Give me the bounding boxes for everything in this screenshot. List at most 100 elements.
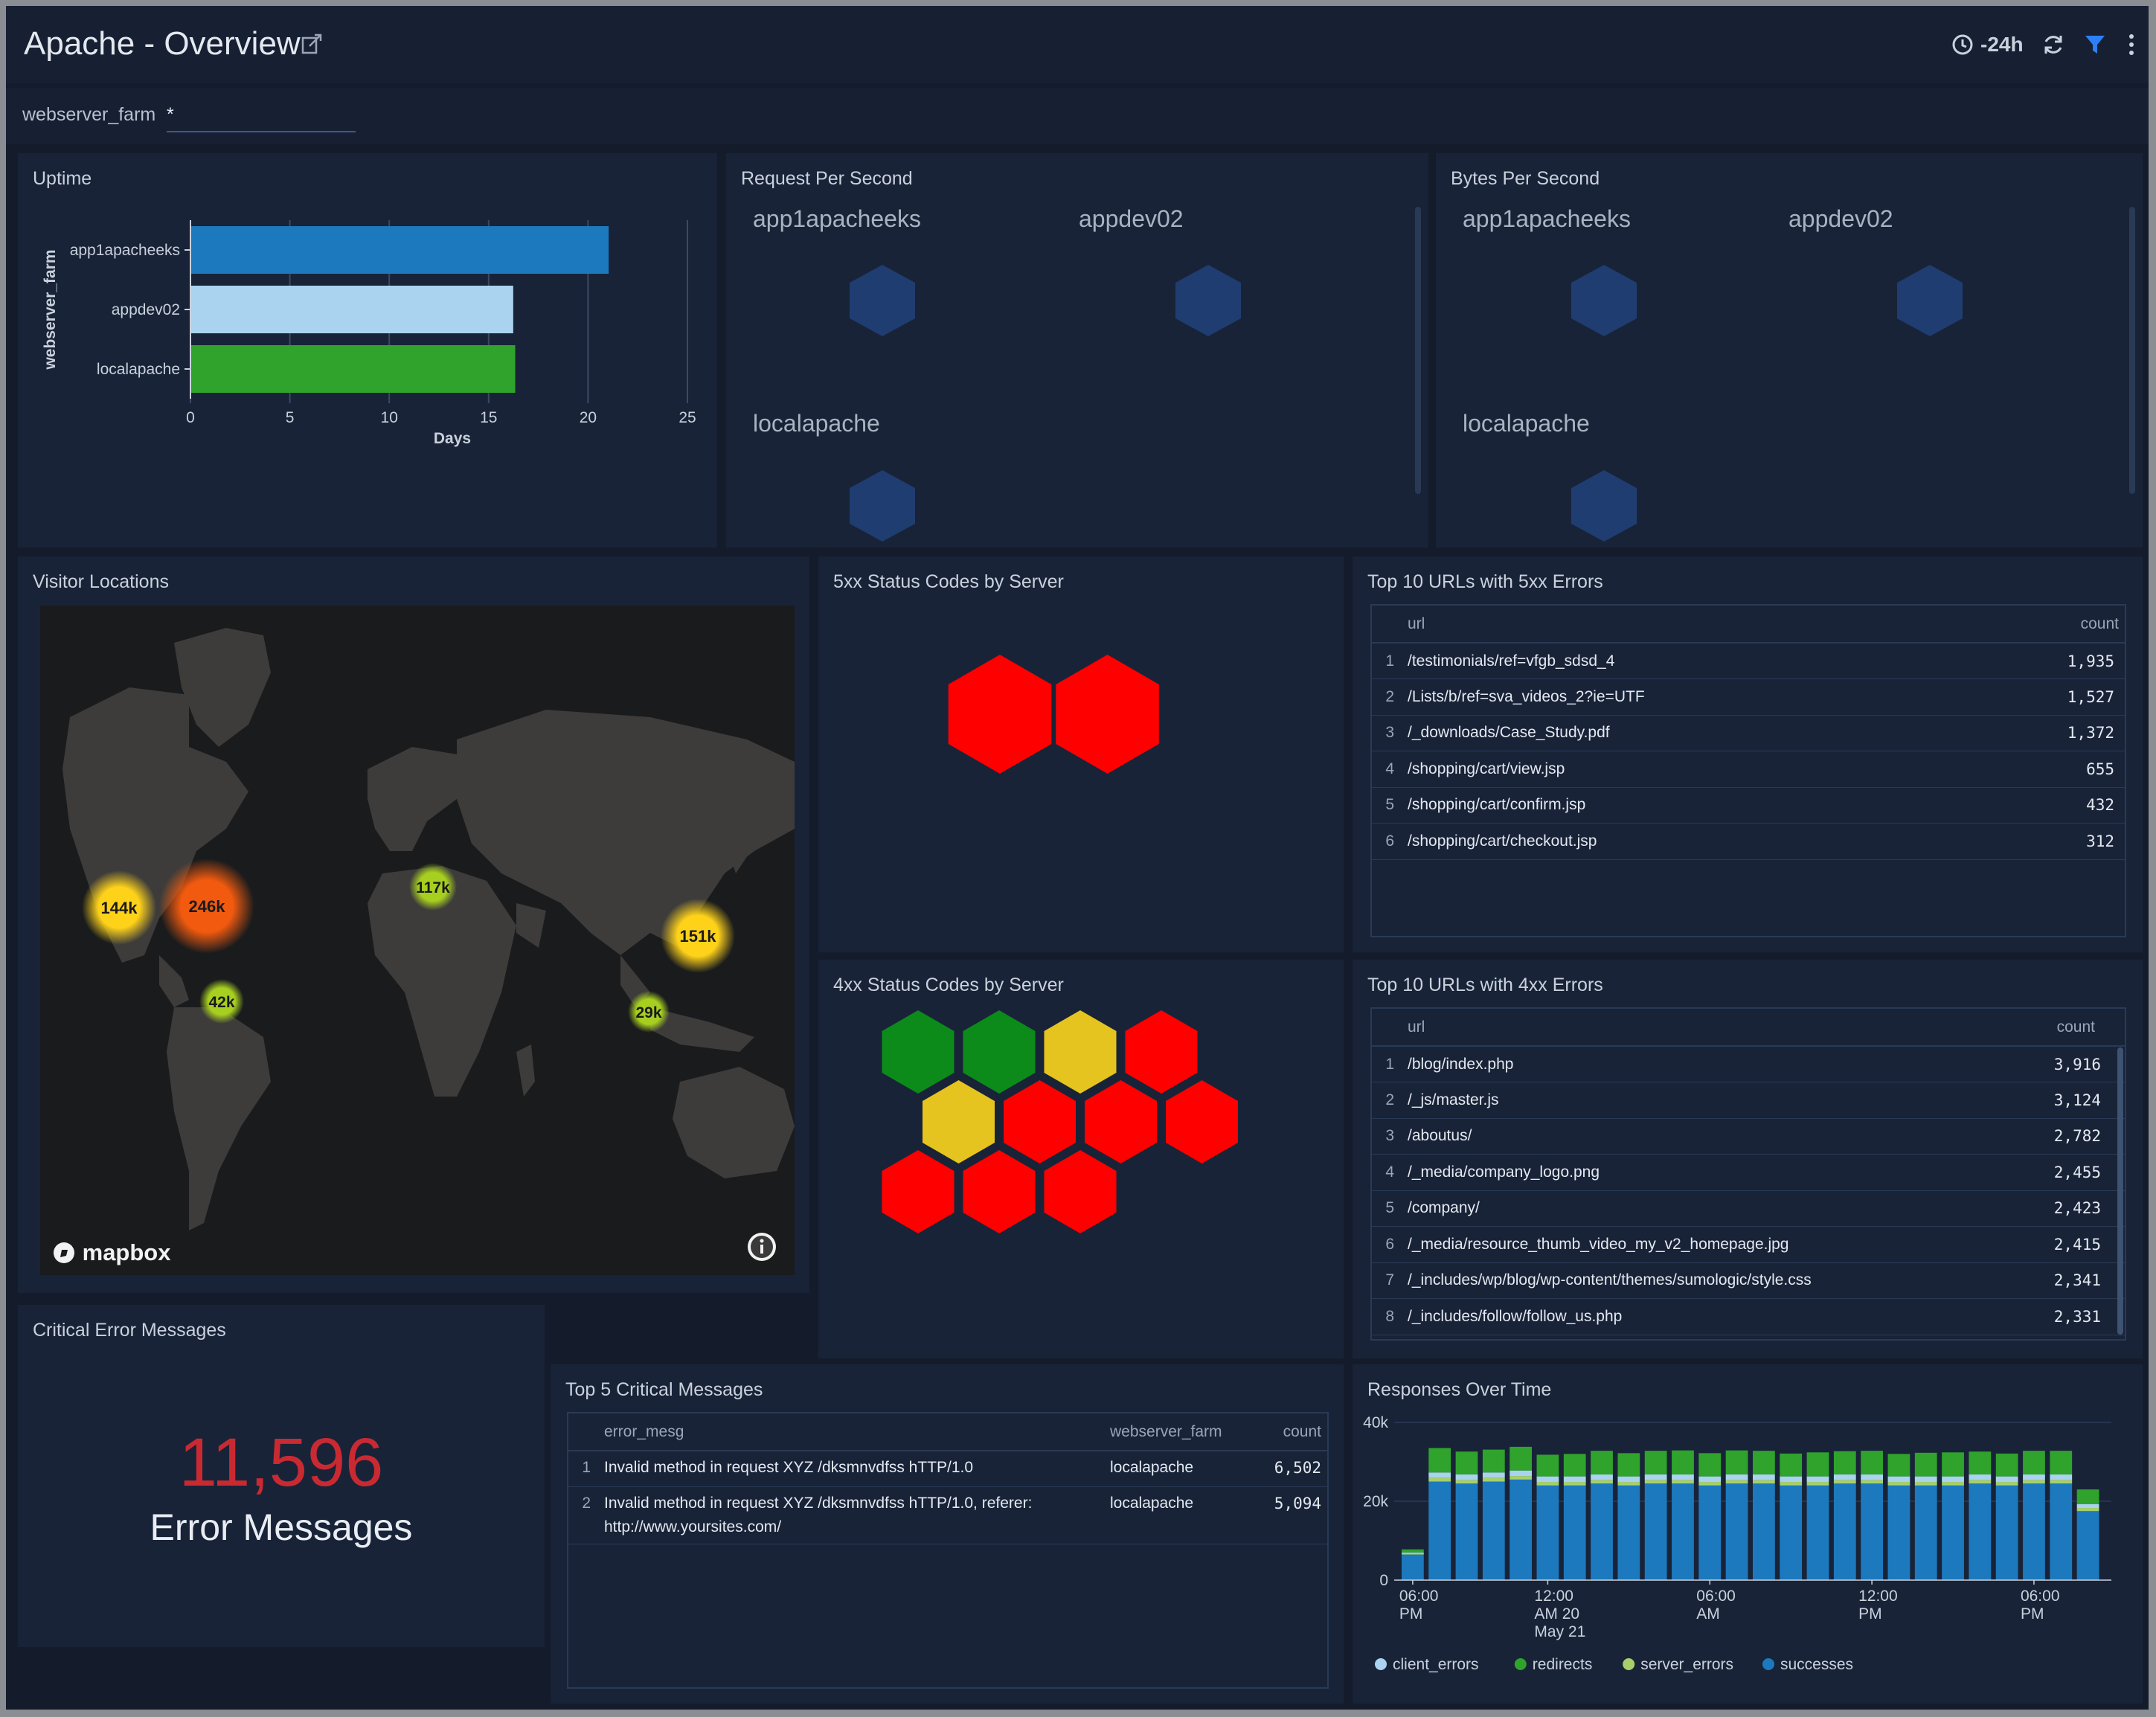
bar-server_errors[interactable] <box>1780 1482 1803 1486</box>
bps-hex-app1apacheeks[interactable] <box>1571 265 1637 336</box>
bar-client_errors[interactable] <box>1725 1474 1748 1480</box>
bar-client_errors[interactable] <box>1672 1474 1694 1480</box>
bar-client_errors[interactable] <box>1536 1476 1559 1483</box>
bar-successes[interactable] <box>1753 1483 1775 1580</box>
scrollbar[interactable] <box>1415 207 1421 494</box>
table-row[interactable]: 1 Invalid method in request XYZ /dksmnvdf… <box>568 1451 1327 1487</box>
bar-successes[interactable] <box>1969 1483 1992 1580</box>
table-row[interactable]: 7/_includes/wp/blog/wp-content/themes/su… <box>1372 1262 2125 1299</box>
bar-successes[interactable] <box>1833 1483 1856 1580</box>
cluster-29k[interactable]: 29k <box>628 991 670 1033</box>
rps-hex-localapache[interactable] <box>850 470 915 542</box>
bar-server_errors[interactable] <box>1942 1482 1964 1486</box>
bar-successes[interactable] <box>1563 1485 1586 1580</box>
bar-redirects[interactable] <box>1942 1452 1964 1477</box>
bar-successes[interactable] <box>1942 1485 1964 1580</box>
cluster-151k[interactable]: 151k <box>661 899 735 973</box>
column-header-count[interactable]: count <box>1253 1413 1327 1451</box>
bar-server_errors[interactable] <box>2076 1508 2099 1512</box>
filter-icon[interactable] <box>2083 33 2107 57</box>
bar-server_errors[interactable] <box>1536 1482 1559 1486</box>
time-range[interactable]: -24h <box>1980 33 2024 56</box>
bar-server_errors[interactable] <box>1914 1482 1937 1486</box>
bar-client_errors[interactable] <box>1995 1476 2018 1483</box>
bar-client_errors[interactable] <box>1942 1476 1964 1483</box>
bar-successes[interactable] <box>1887 1485 1910 1580</box>
bar-server_errors[interactable] <box>1969 1480 1992 1484</box>
bar-server_errors[interactable] <box>1482 1477 1505 1482</box>
bar-successes[interactable] <box>1455 1483 1478 1580</box>
bar-client_errors[interactable] <box>1455 1474 1478 1480</box>
bar-redirects[interactable] <box>2023 1451 2045 1474</box>
bar-client_errors[interactable] <box>2023 1474 2045 1480</box>
column-header-count[interactable]: count <box>1977 606 2125 644</box>
table-row[interactable]: 5/shopping/cart/confirm.jsp 432 <box>1372 787 2125 824</box>
bar-client_errors[interactable] <box>1833 1474 1856 1480</box>
bar-redirects[interactable] <box>2050 1451 2073 1474</box>
bar-redirects[interactable] <box>1995 1453 2018 1477</box>
bar-server_errors[interactable] <box>1617 1482 1640 1486</box>
uptime-bar-localapache[interactable] <box>191 345 516 393</box>
legend-item-redirects[interactable]: redirects <box>1533 1656 1593 1673</box>
cluster-144k[interactable]: 144k <box>82 870 156 945</box>
status-4xx-hex[interactable] <box>882 1010 955 1094</box>
table-row[interactable]: 6/shopping/cart/checkout.jsp 312 <box>1372 823 2125 860</box>
bps-hex-appdev02[interactable] <box>1897 265 1963 336</box>
bar-successes[interactable] <box>1482 1481 1505 1581</box>
bar-successes[interactable] <box>1672 1483 1694 1580</box>
scrollbar[interactable] <box>2117 1047 2123 1335</box>
legend-item-server_errors[interactable]: server_errors <box>1640 1656 1733 1673</box>
bar-server_errors[interactable] <box>1563 1482 1586 1486</box>
bar-redirects[interactable] <box>1617 1453 1640 1477</box>
bar-server_errors[interactable] <box>1509 1476 1533 1480</box>
bar-client_errors[interactable] <box>1861 1474 1884 1480</box>
uptime-bar-app1apacheeks[interactable] <box>191 226 609 274</box>
table-row[interactable]: 3/_downloads/Case_Study.pdf 1,372 <box>1372 715 2125 751</box>
bar-redirects[interactable] <box>1509 1446 1533 1471</box>
bar-server_errors[interactable] <box>1591 1480 1613 1484</box>
uptime-bar-appdev02[interactable] <box>191 286 513 333</box>
bar-redirects[interactable] <box>1861 1451 1884 1474</box>
bar-redirects[interactable] <box>1591 1451 1613 1474</box>
table-row[interactable]: 8/_includes/follow/follow_us.php 2,331 <box>1372 1298 2125 1335</box>
bar-redirects[interactable] <box>1428 1448 1451 1473</box>
bar-redirects[interactable] <box>1536 1454 1559 1477</box>
bar-server_errors[interactable] <box>1455 1480 1478 1484</box>
bar-redirects[interactable] <box>1887 1454 1910 1477</box>
bar-server_errors[interactable] <box>1672 1480 1694 1484</box>
column-header-url[interactable]: url <box>1402 606 1978 644</box>
column-header-count[interactable]: count <box>2012 1009 2125 1047</box>
table-row[interactable]: 2/Lists/b/ref=sva_videos_2?ie=UTF 1,527 <box>1372 678 2125 716</box>
bar-server_errors[interactable] <box>1806 1482 1829 1486</box>
bar-client_errors[interactable] <box>1617 1476 1640 1483</box>
column-header-webserver-farm[interactable]: webserver_farm <box>1104 1413 1253 1451</box>
more-icon[interactable] <box>2126 33 2137 57</box>
bar-client_errors[interactable] <box>1753 1474 1775 1480</box>
bar-successes[interactable] <box>2050 1483 2073 1580</box>
bar-redirects[interactable] <box>2076 1489 2099 1504</box>
bar-server_errors[interactable] <box>2023 1480 2045 1484</box>
status-4xx-hex[interactable] <box>1085 1080 1157 1164</box>
bar-redirects[interactable] <box>1698 1453 1722 1477</box>
bar-server_errors[interactable] <box>1428 1477 1451 1482</box>
cluster-42k[interactable]: 42k <box>199 979 244 1024</box>
bar-redirects[interactable] <box>1833 1451 1856 1474</box>
bar-successes[interactable] <box>1428 1481 1451 1581</box>
bar-server_errors[interactable] <box>1833 1480 1856 1484</box>
bar-redirects[interactable] <box>1672 1450 1694 1474</box>
status-4xx-hex[interactable] <box>1004 1080 1076 1164</box>
bar-server_errors[interactable] <box>1995 1482 2018 1486</box>
bar-client_errors[interactable] <box>2050 1474 2073 1480</box>
table-row[interactable]: 2/_js/master.js 3,124 <box>1372 1082 2125 1119</box>
bar-redirects[interactable] <box>1644 1451 1667 1474</box>
filter-input[interactable]: * <box>167 104 174 125</box>
status-4xx-hex[interactable] <box>923 1080 995 1164</box>
bar-redirects[interactable] <box>1969 1451 1992 1474</box>
bar-redirects[interactable] <box>1563 1454 1586 1477</box>
bar-client_errors[interactable] <box>1780 1476 1803 1483</box>
column-header-url[interactable]: url <box>1402 1009 2012 1047</box>
cluster-117k[interactable]: 117k <box>409 863 457 911</box>
bar-successes[interactable] <box>1644 1483 1667 1580</box>
bar-successes[interactable] <box>1725 1483 1748 1580</box>
bar-redirects[interactable] <box>1753 1451 1775 1474</box>
